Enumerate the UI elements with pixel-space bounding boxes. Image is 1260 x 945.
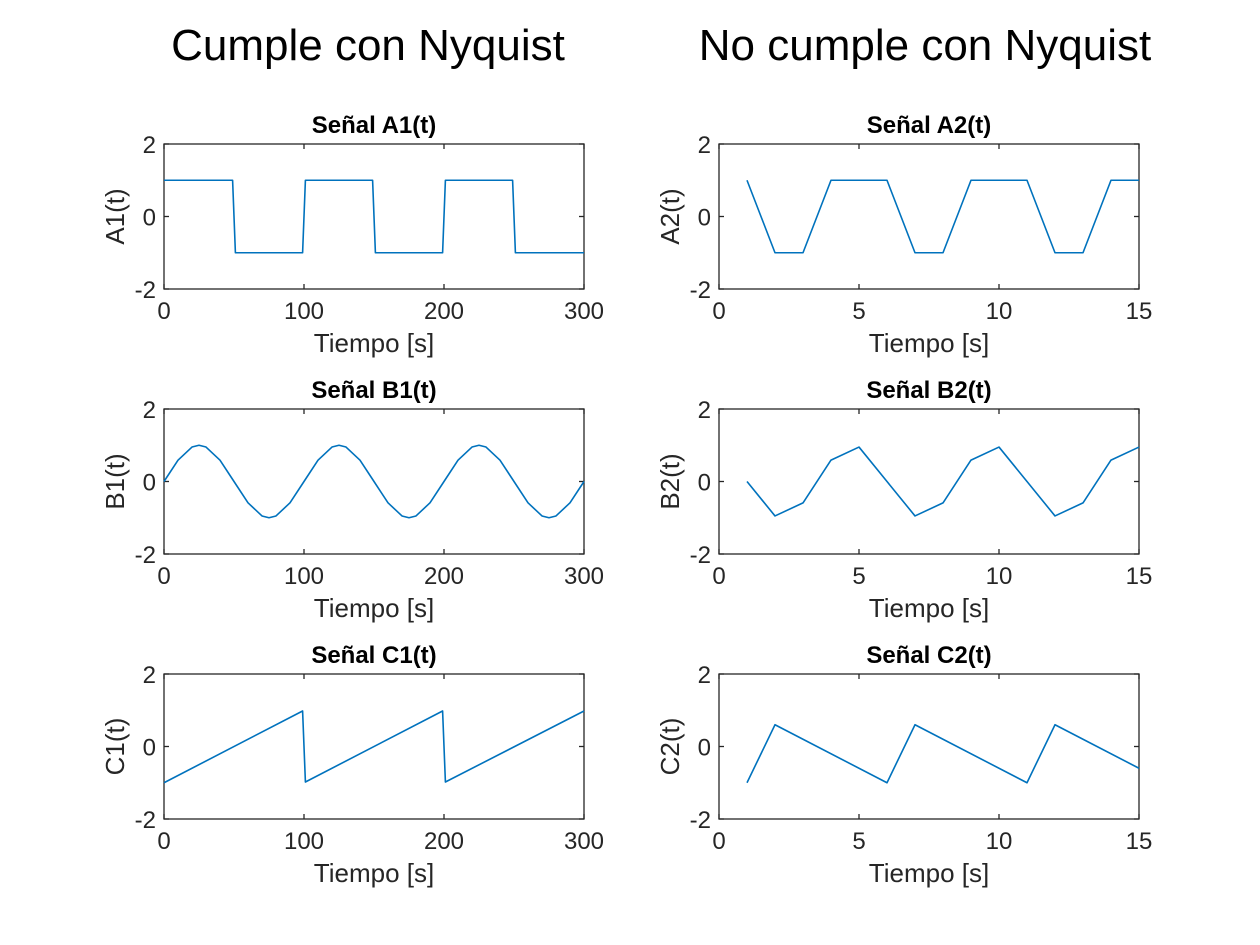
axes-box <box>718 408 1140 555</box>
y-tick-label: 2 <box>698 132 711 159</box>
x-tick-label: 300 <box>564 563 604 590</box>
subplot-title: Señal C1(t) <box>311 642 436 669</box>
y-tick-label: 0 <box>143 735 156 762</box>
subplot-title: Señal C2(t) <box>866 642 991 669</box>
x-tick-label: 15 <box>1126 563 1153 590</box>
y-tick-label: -2 <box>135 807 156 834</box>
x-tick-label: 0 <box>157 828 170 855</box>
x-tick-label: 0 <box>712 563 725 590</box>
x-tick-label: 100 <box>284 563 324 590</box>
y-tick-label: 2 <box>698 662 711 689</box>
y-axis-label: B1(t) <box>100 453 130 509</box>
series-line-1 <box>164 179 584 254</box>
y-tick-label: -2 <box>135 277 156 304</box>
x-tick-label: 200 <box>424 298 464 325</box>
y-axis-label: C2(t) <box>655 718 685 776</box>
x-axis-label: Tiempo [s] <box>314 328 434 358</box>
y-tick-label: 0 <box>698 205 711 232</box>
x-axis-label: Tiempo [s] <box>869 593 989 623</box>
subplot-title: Señal B2(t) <box>866 377 991 404</box>
x-tick-label: 0 <box>712 828 725 855</box>
x-tick-label: 0 <box>712 298 725 325</box>
x-axis-label: Tiempo [s] <box>314 858 434 888</box>
series-line-1 <box>746 179 1139 254</box>
x-axis-label: Tiempo [s] <box>869 328 989 358</box>
series-line-1 <box>746 446 1140 517</box>
column-title-left: Cumple con Nyquist <box>171 21 565 70</box>
x-tick-label: 300 <box>564 298 604 325</box>
y-tick-label: -2 <box>690 807 711 834</box>
subplot-title: Señal B1(t) <box>311 377 436 404</box>
subplot-title: Señal A2(t) <box>867 112 991 139</box>
y-tick-label: -2 <box>690 277 711 304</box>
y-tick-label: -2 <box>135 542 156 569</box>
y-tick-label: 0 <box>698 735 711 762</box>
x-tick-label: 10 <box>986 298 1013 325</box>
x-tick-label: 100 <box>284 298 324 325</box>
x-tick-label: 5 <box>852 563 865 590</box>
x-tick-label: 15 <box>1126 298 1153 325</box>
x-tick-label: 300 <box>564 828 604 855</box>
x-tick-label: 15 <box>1126 828 1153 855</box>
subplot-title: Señal A1(t) <box>312 112 436 139</box>
y-tick-label: 2 <box>143 397 156 424</box>
y-axis-label: C1(t) <box>100 718 130 776</box>
y-tick-label: 0 <box>143 470 156 497</box>
series-line-1 <box>163 444 585 519</box>
y-tick-label: 2 <box>143 662 156 689</box>
y-axis-label: A2(t) <box>655 188 685 244</box>
axes-box <box>718 143 1140 290</box>
y-tick-label: 0 <box>698 470 711 497</box>
y-axis-label: A1(t) <box>100 188 130 244</box>
x-axis-label: Tiempo [s] <box>869 858 989 888</box>
x-tick-label: 5 <box>852 828 865 855</box>
y-tick-label: -2 <box>690 542 711 569</box>
x-tick-label: 0 <box>157 298 170 325</box>
axes-box <box>718 673 1140 820</box>
y-tick-label: 0 <box>143 205 156 232</box>
series-line-1 <box>746 723 1140 784</box>
y-tick-label: 2 <box>698 397 711 424</box>
x-tick-label: 100 <box>284 828 324 855</box>
x-tick-label: 5 <box>852 298 865 325</box>
series-line-1 <box>163 710 585 784</box>
x-tick-label: 0 <box>157 563 170 590</box>
x-tick-label: 200 <box>424 563 464 590</box>
y-tick-label: 2 <box>143 132 156 159</box>
column-title-right: No cumple con Nyquist <box>699 21 1151 70</box>
x-tick-label: 200 <box>424 828 464 855</box>
x-axis-label: Tiempo [s] <box>314 593 434 623</box>
x-tick-label: 10 <box>986 828 1013 855</box>
x-tick-label: 10 <box>986 563 1013 590</box>
y-axis-label: B2(t) <box>655 453 685 509</box>
